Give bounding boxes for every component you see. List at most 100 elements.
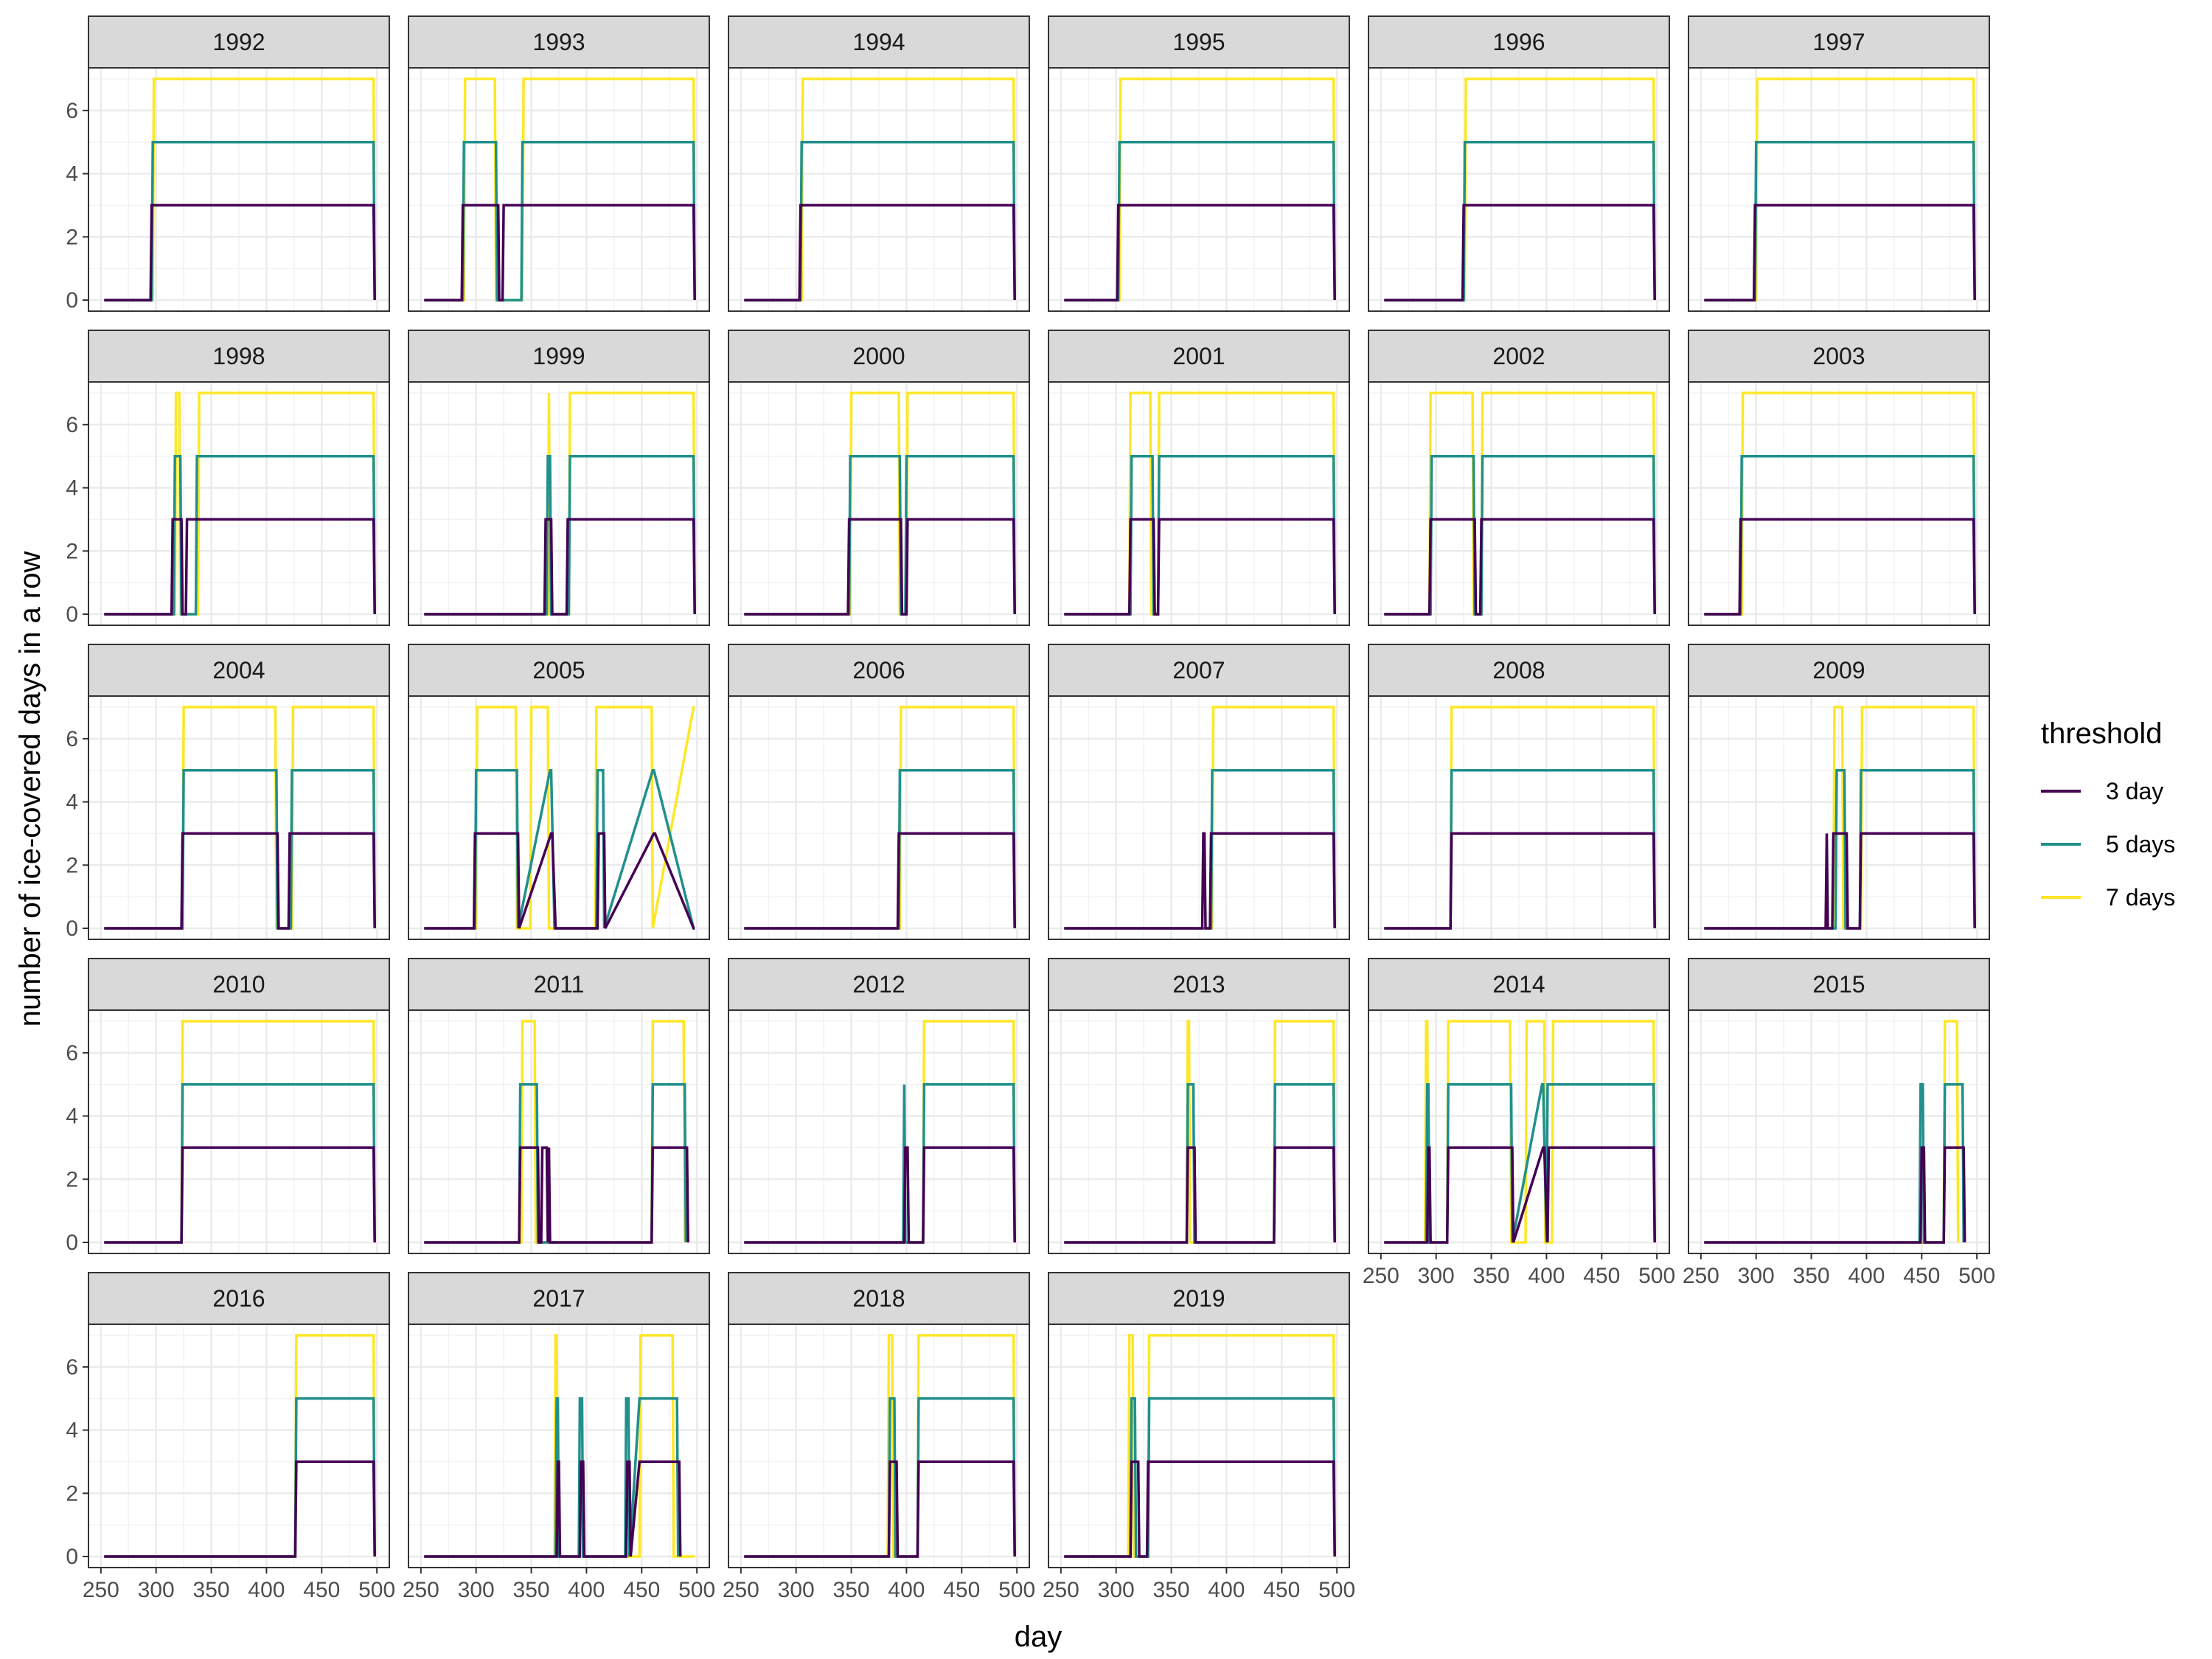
facet-strip-label: 2019 [1172,1285,1225,1312]
panel-border [1688,1009,1990,1254]
y-tick-label: 2 [66,225,78,249]
series-line-3 [1064,832,1336,930]
facet-panel-2001: 2001 [1048,330,1350,626]
panel-border [1048,381,1350,626]
x-tick-label: 400 [888,1578,925,1602]
x-tick-label: 400 [1848,1264,1885,1288]
facet-strip [1048,15,1350,69]
x-tick-label: 500 [1318,1578,1355,1602]
facet-strip-label: 1995 [1172,29,1225,55]
facet-strip-label: 2012 [852,971,905,998]
panel-border [1368,1009,1670,1254]
y-tick-label: 0 [66,602,78,627]
panel-border [1048,1324,1350,1568]
x-tick-label: 350 [193,1578,230,1602]
y-tick-label: 6 [66,99,78,123]
facet-strip [408,958,710,1011]
x-tick-label: 250 [1683,1264,1719,1288]
panel-border [88,67,390,312]
facet-panel-2014: 2014 250 300 350 400 450 500 [1363,958,1675,1288]
facet-strip-label: 2001 [1172,343,1225,369]
y-tick-label: 6 [66,727,78,751]
facet-strip [728,644,1030,697]
facet-panel-2017: 2017 250 300 350 400 450 500 [403,1272,715,1602]
series-line-7 [1064,1334,1336,1558]
y-tick-label: 2 [66,539,78,563]
facet-strip-label: 1997 [1812,29,1865,55]
y-tick-label: 2 [66,1481,78,1506]
facet-strip-label: 2013 [1172,971,1225,998]
facet-panel-1993: 1993 [408,15,710,312]
facet-strip [88,330,390,383]
facet-strip [88,1272,390,1325]
facet-strip-label: 1993 [532,29,585,55]
facet-strip [88,644,390,697]
y-tick-label: 6 [66,1041,78,1065]
panel-border [88,1324,390,1568]
y-tick-label: 4 [66,476,78,501]
x-tick-label: 450 [1583,1264,1620,1288]
x-tick-label: 250 [1043,1578,1079,1602]
series-line-3 [1384,518,1656,616]
x-tick-label: 500 [678,1578,715,1602]
x-tick-label: 450 [623,1578,660,1602]
panel-border [1688,695,1990,940]
panel-border [88,381,390,626]
facet-strip-label: 2003 [1812,343,1865,369]
series-line-3 [744,832,1016,930]
series-line-3 [1064,1460,1336,1558]
facet-panel-1994: 1994 [728,15,1030,312]
facet-panel-2011: 2011 [408,958,710,1254]
y-tick-label: 2 [66,1167,78,1192]
facet-strip-label: 2008 [1492,657,1545,684]
panel-border [1368,381,1670,626]
x-tick-label: 450 [943,1578,980,1602]
facet-strip-label: 1992 [212,29,265,55]
series-line-3 [1064,204,1336,302]
x-tick-label: 300 [1098,1578,1135,1602]
y-tick-label: 6 [66,1355,78,1380]
panel-border [408,1009,710,1254]
panel-border [408,381,710,626]
facet-panels: 1992 0 2 4 6 1993 1994 1995 1996 1997 1998 0 2 4 6 1999… [66,15,1995,1602]
facet-strip-label: 1994 [852,29,905,55]
series-line-5 [1384,1082,1656,1244]
facet-panel-2015: 2015 250 300 350 400 450 500 [1683,958,1995,1288]
x-tick-label: 350 [513,1578,550,1602]
x-tick-label: 400 [1528,1264,1565,1288]
facet-strip [408,330,710,383]
x-tick-label: 500 [1638,1264,1675,1288]
y-tick-label: 6 [66,413,78,437]
legend: threshold 3 day 5 days 7 days [2041,717,2175,911]
facet-strip-label: 2000 [852,343,905,369]
facet-strip [1688,958,1990,1011]
facet-strip-label: 2015 [1812,971,1865,998]
y-tick-label: 4 [66,162,78,187]
series-line-7 [424,706,695,930]
legend-label: 5 days [2106,831,2175,858]
x-tick-label: 400 [248,1578,285,1602]
facet-strip-label: 2011 [534,971,585,998]
panel-border [1048,695,1350,940]
series-line-3 [744,1146,1016,1244]
panel-border [408,695,710,940]
facet-strip-label: 2002 [1492,343,1545,369]
series-line-3 [1704,1146,1966,1244]
x-tick-label: 300 [778,1578,815,1602]
panel-border [408,1324,710,1568]
series-line-3 [104,518,376,616]
x-tick-label: 500 [358,1578,395,1602]
series-line-7 [424,1020,686,1244]
y-tick-label: 2 [66,853,78,877]
series-line-3 [424,1460,682,1558]
y-tick-label: 0 [66,1545,78,1569]
panel-border [728,1009,1030,1254]
facet-panel-2008: 2008 [1368,644,1670,940]
facet-strip [1048,958,1350,1011]
series-line-3 [1384,1146,1656,1244]
legend-label: 7 days [2106,884,2175,911]
facet-strip [728,958,1030,1011]
panel-border [408,67,710,312]
series-line-3 [104,1146,376,1244]
